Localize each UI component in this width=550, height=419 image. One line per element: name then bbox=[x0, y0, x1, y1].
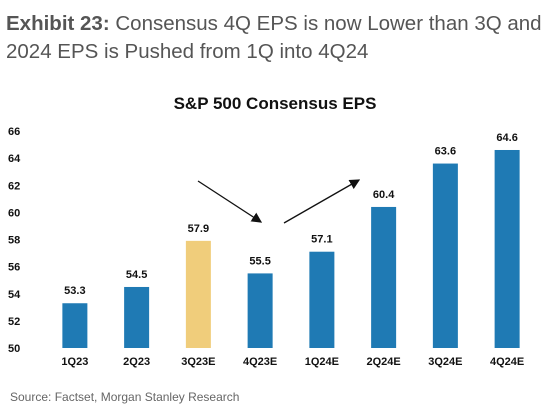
bar-1q24e bbox=[309, 251, 335, 348]
x-tick-label: 2Q24E bbox=[367, 356, 401, 368]
y-tick-label: 50 bbox=[8, 343, 20, 355]
y-tick-label: 58 bbox=[8, 235, 20, 247]
x-tick-label: 3Q23E bbox=[181, 356, 215, 368]
source-note: Source: Factset, Morgan Stanley Research bbox=[10, 390, 240, 404]
up-arrow bbox=[283, 179, 361, 224]
x-tick-label: 2Q23 bbox=[123, 356, 150, 368]
data-label: 63.6 bbox=[435, 146, 456, 158]
bar-4q24e bbox=[494, 149, 520, 348]
y-axis: 50 52 54 56 58 60 62 64 66 bbox=[8, 126, 21, 355]
y-tick-label: 56 bbox=[8, 262, 20, 274]
data-label: 55.5 bbox=[249, 255, 270, 267]
bar-4q23e bbox=[247, 273, 273, 348]
bar-2q24e bbox=[371, 206, 397, 348]
x-tick-label: 3Q24E bbox=[428, 356, 462, 368]
y-tick-label: 66 bbox=[8, 126, 20, 138]
data-label: 64.6 bbox=[496, 132, 517, 144]
y-tick-label: 54 bbox=[8, 289, 21, 301]
eps-bar-chart: S&P 500 Consensus EPS 50 52 54 56 58 60 62 64 66… bbox=[8, 94, 524, 368]
exhibit-title-line2: 2024 EPS is Pushed from 1Q into 4Q24 bbox=[6, 40, 369, 63]
bar-2q23 bbox=[124, 286, 150, 348]
data-label: 53.3 bbox=[64, 285, 85, 297]
data-label: 60.4 bbox=[373, 189, 395, 201]
bar-3q23e bbox=[185, 240, 211, 348]
y-tick-label: 62 bbox=[8, 180, 20, 192]
chart-title: S&P 500 Consensus EPS bbox=[174, 94, 377, 113]
down-arrow bbox=[197, 180, 263, 223]
bar-1q23 bbox=[62, 303, 88, 348]
x-tick-label: 1Q23 bbox=[61, 356, 88, 368]
x-tick-label: 4Q23E bbox=[243, 356, 277, 368]
trend-arrows bbox=[197, 179, 361, 224]
y-tick-label: 52 bbox=[8, 316, 20, 328]
bars-group: 53.3 1Q23 54.5 2Q23 57.9 3Q23E 55.5 4Q23E 57.1 1Q… bbox=[61, 132, 524, 368]
data-label: 57.9 bbox=[188, 223, 209, 235]
exhibit-heading: Exhibit 23: Consensus 4Q EPS is now Lowe… bbox=[6, 8, 546, 39]
bar-3q24e bbox=[432, 163, 458, 348]
data-label: 57.1 bbox=[311, 234, 332, 246]
x-tick-label: 1Q24E bbox=[305, 356, 339, 368]
y-tick-label: 64 bbox=[8, 153, 21, 165]
x-tick-label: 4Q24E bbox=[490, 356, 524, 368]
exhibit-label: Exhibit 23: bbox=[6, 12, 110, 35]
data-label: 54.5 bbox=[126, 269, 147, 281]
y-tick-label: 60 bbox=[8, 207, 20, 219]
exhibit-title-line1: Consensus 4Q EPS is now Lower than 3Q an… bbox=[115, 12, 546, 35]
